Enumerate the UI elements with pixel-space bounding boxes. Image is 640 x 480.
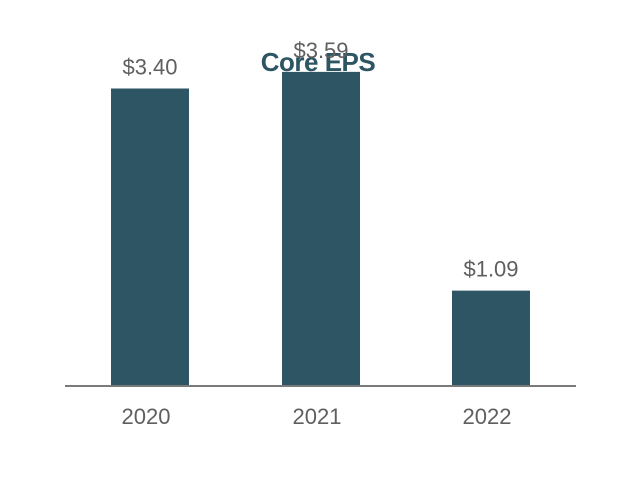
labels-layer: $3.40 2020 $3.59 2021 $1.09 2022 [122, 38, 519, 429]
value-label-2020: $3.40 [122, 55, 177, 80]
x-tick-label-2022: 2022 [463, 404, 512, 429]
bar-2021 [282, 71, 360, 386]
bars-layer [111, 71, 530, 386]
x-tick-label-2020: 2020 [122, 404, 171, 429]
bar-2022 [452, 290, 530, 386]
value-label-2021: $3.59 [293, 38, 348, 63]
bar-2020 [111, 88, 189, 386]
x-tick-label-2021: 2021 [293, 404, 342, 429]
value-label-2022: $1.09 [463, 257, 518, 282]
